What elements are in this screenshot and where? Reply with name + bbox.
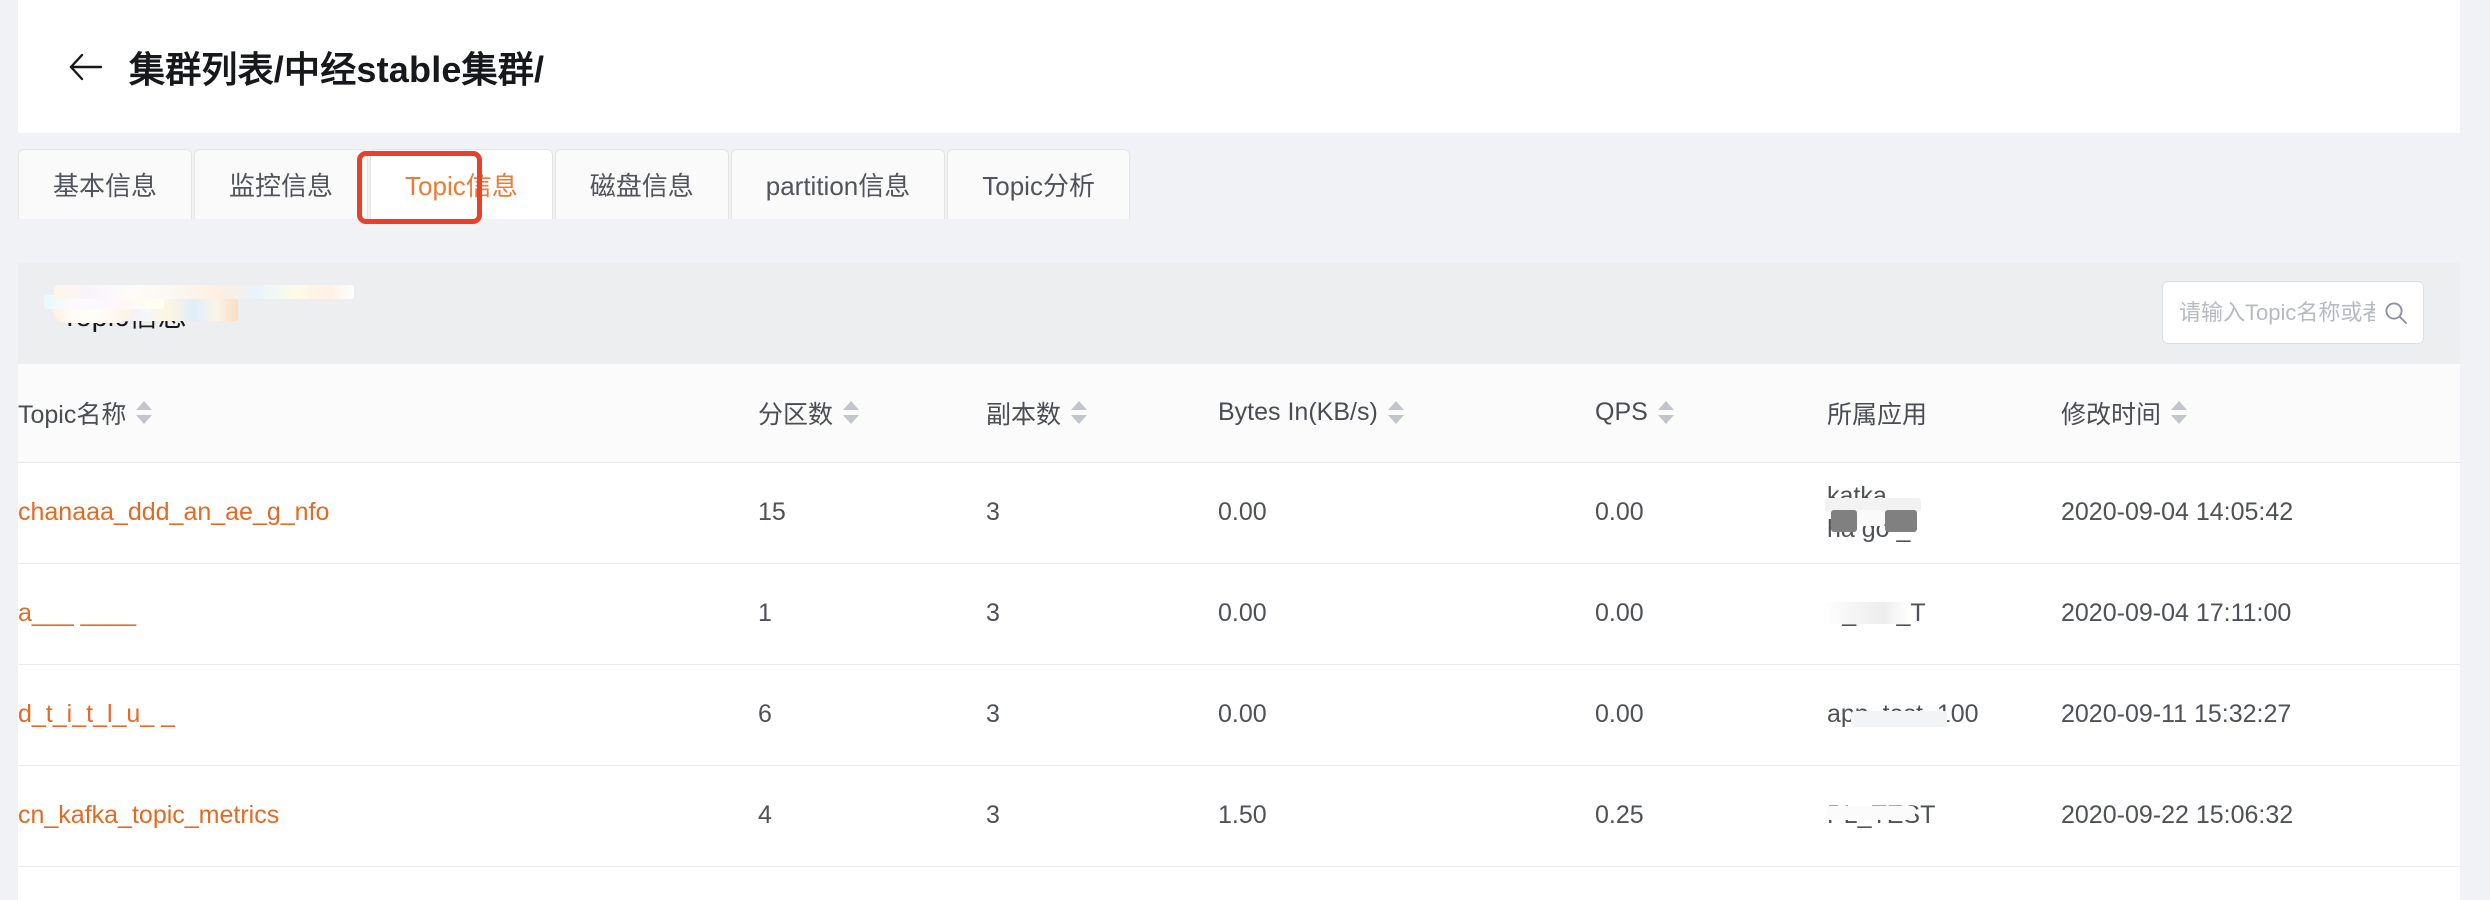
- cell-replicas: 3: [986, 866, 1218, 900]
- cell-replicas: 3: [986, 462, 1218, 564]
- app-name: F_-TE_T: [1823, 598, 1926, 629]
- cell-bytes-in: 0.00: [1218, 664, 1595, 766]
- tab-label: 基本信息: [53, 171, 158, 201]
- cell-topic-name[interactable]: d_t_i_t_l_u_ _: [18, 295, 758, 766]
- cell-partitions: 15: [758, 462, 986, 564]
- column-label: 修改时间: [2061, 400, 2162, 429]
- cell-partitions: 6: [758, 664, 986, 766]
- topic-name-link[interactable]: a___ ____: [18, 599, 137, 627]
- tab-label: Topic信息: [405, 171, 518, 201]
- column-header-replicas[interactable]: 副本数: [986, 364, 1218, 463]
- tab-disk-info[interactable]: 磁盘信息: [554, 149, 729, 219]
- table-row[interactable]: cn_kafka_topic_metrics 4 3 1.50 0.25 PL_…: [18, 289, 2460, 867]
- topic-info-card: Topic信息 Topic: [18, 263, 2460, 900]
- tab-label: 监控信息: [229, 171, 334, 201]
- column-label: 分区数: [758, 400, 834, 429]
- cell-qps: 0.00: [1595, 462, 1827, 564]
- app-name-line1: app_test_100: [1827, 699, 1979, 728]
- sort-toggle-icon[interactable]: [843, 401, 860, 425]
- cell-app: app_test_100: [1827, 664, 2061, 766]
- sort-toggle-icon[interactable]: [136, 401, 153, 425]
- redaction-mask: [52, 293, 132, 323]
- column-header-topic-name[interactable]: Topic名称: [18, 364, 758, 463]
- cell-replicas: 3: [986, 765, 1218, 867]
- cell-topic-name[interactable]: us01_publiclog_gs_log_fmt_sql_2019_07_23…: [18, 285, 758, 900]
- table-row[interactable]: a___ ____ 1 3 0.00 0.00 F_-TE_T 2020-09-…: [18, 293, 2460, 665]
- cell-qps: 0.00: [1595, 866, 1827, 900]
- app-name-line1: katka: [1827, 482, 1887, 510]
- cell-bytes-in: 0.00: [1218, 462, 1595, 564]
- cell-app: PL_TEST: [1827, 765, 2061, 867]
- search-input[interactable]: [2179, 299, 2375, 326]
- arrow-left-icon[interactable]: [66, 47, 106, 87]
- cell-topic-name[interactable]: cn_kafka_topic_metrics: [18, 289, 758, 867]
- column-label: 所属应用: [1827, 400, 1928, 429]
- cell-bytes-in: 0.00: [1218, 563, 1595, 665]
- cell-qps: 0.00: [1595, 563, 1827, 665]
- column-label: 副本数: [986, 400, 1062, 429]
- tab-label: 磁盘信息: [589, 171, 694, 201]
- column-label: Topic名称: [18, 400, 127, 429]
- app-name-line1: PL_TEST: [1827, 800, 1936, 829]
- cell-replicas: 3: [986, 664, 1218, 766]
- tab-bar: 基本信息 监控信息 Topic信息 磁盘信息 partition信息 Topic…: [18, 149, 2460, 223]
- search-box[interactable]: [2162, 281, 2424, 344]
- sort-toggle-icon[interactable]: [2171, 401, 2188, 425]
- cell-qps: 0.00: [1595, 664, 1827, 766]
- page-header: 集群列表/中经stable集群/: [18, 0, 2460, 133]
- topic-table: Topic名称 分区数 副本数: [18, 285, 2460, 900]
- table-row[interactable]: d_t_i_t_l_u_ _ 6 3 0.00 0.00 app_test_10…: [18, 295, 2460, 766]
- cell-modified-time: 2020-09-22 15:06:32: [2061, 765, 2460, 867]
- card-header: Topic信息: [18, 263, 2460, 364]
- column-header-bytes-in[interactable]: Bytes In(KB/s): [1218, 364, 1595, 463]
- column-label: Bytes In(KB/s): [1218, 398, 1378, 427]
- cell-partitions: 4: [758, 765, 986, 867]
- column-header-app: 所属应用: [1827, 364, 2061, 463]
- cell-modified-time: 2020-09-11 15:32:27: [2061, 664, 2460, 766]
- tab-topic-info[interactable]: Topic信息: [370, 149, 553, 219]
- cell-modified-time: 2020-09-04 17:11:00: [2061, 563, 2460, 665]
- topic-name-link[interactable]: cn_kafka_topic_metrics: [18, 801, 280, 829]
- app-name: katka ha go _: [1825, 480, 1921, 545]
- tab-label: partition信息: [765, 171, 911, 201]
- topic-name-link[interactable]: chanaaa_ddd_an_ae_g_nfo: [18, 498, 330, 526]
- app-name: PL_TEST: [1827, 800, 1935, 831]
- app-name-line1: F_-TE_T: [1827, 598, 1926, 627]
- cell-bytes-in: 1.50: [1218, 765, 1595, 867]
- table-header-row: Topic名称 分区数 副本数: [18, 364, 2460, 463]
- cell-modified-time: 2020-09-04 14:05:42: [2061, 462, 2460, 564]
- cell-partitions: 1: [758, 563, 986, 665]
- cell-qps: 0.25: [1595, 765, 1827, 867]
- column-label: QPS: [1595, 398, 1648, 427]
- tab-monitor-info[interactable]: 监控信息: [194, 149, 369, 219]
- cell-app: qa_test: [1827, 866, 2061, 900]
- table-row[interactable]: chanaaa_ddd_an_ae_g_nfo 15 3 0.00 0.00 k…: [18, 297, 2460, 564]
- cell-app: katka ha go _: [1825, 462, 2061, 564]
- cell-app: F_-TE_T: [1823, 563, 2061, 665]
- sort-toggle-icon[interactable]: [1071, 401, 1088, 425]
- cell-modified-time: 2019-07-23 15:20:05: [2061, 866, 2460, 900]
- sort-toggle-icon[interactable]: [1387, 401, 1404, 425]
- cell-topic-name[interactable]: chanaaa_ddd_an_ae_g_nfo: [18, 297, 758, 564]
- topic-name-link[interactable]: d_t_i_t_l_u_ _: [18, 700, 176, 728]
- table-row[interactable]: us01_publiclog_gs_log_fmt_sql_2019_07_23…: [18, 285, 2460, 900]
- column-header-qps[interactable]: QPS: [1595, 364, 1827, 463]
- app-name-line2: ha go _: [1827, 514, 1911, 543]
- tab-label: Topic分析: [982, 171, 1095, 201]
- cell-bytes-in: 0.00: [1218, 866, 1595, 900]
- app-name: app_test_100: [1827, 699, 1979, 730]
- search-icon[interactable]: [2383, 300, 2409, 326]
- cell-topic-name[interactable]: a___ ____: [18, 293, 758, 665]
- tab-partition-info[interactable]: partition信息: [730, 149, 946, 219]
- column-header-partitions[interactable]: 分区数: [758, 364, 986, 463]
- breadcrumb: 集群列表/中经stable集群/: [129, 48, 545, 90]
- sort-toggle-icon[interactable]: [1657, 401, 1674, 425]
- cell-partitions: 10: [758, 866, 986, 900]
- column-header-modified-time[interactable]: 修改时间: [2061, 364, 2460, 463]
- cell-replicas: 3: [986, 563, 1218, 665]
- tab-topic-analysis[interactable]: Topic分析: [947, 149, 1130, 219]
- tab-basic-info[interactable]: 基本信息: [18, 149, 193, 219]
